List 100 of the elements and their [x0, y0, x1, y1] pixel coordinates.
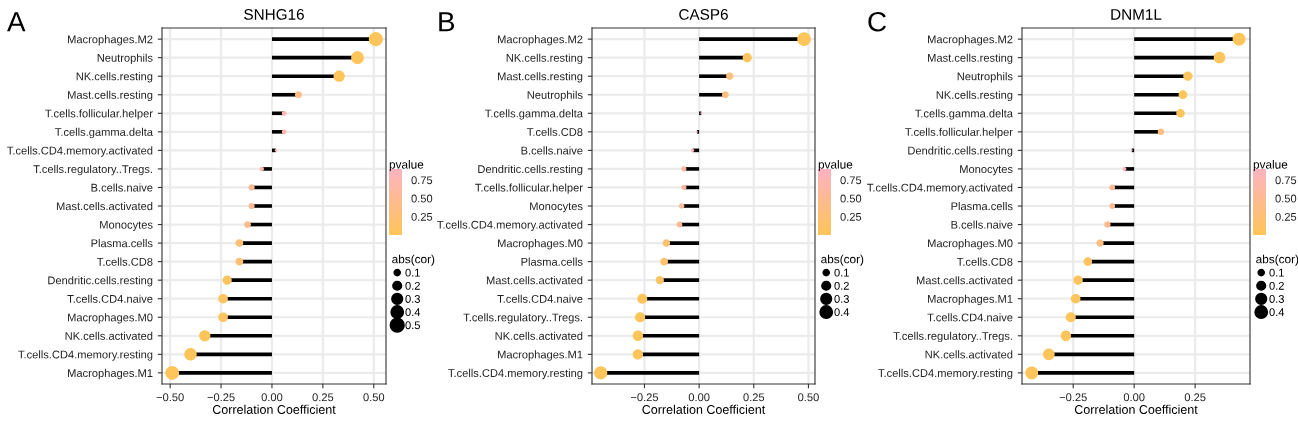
y-tick-label: T.cells.regulatory..Tregs. [33, 164, 152, 176]
legend-label: 0.3 [1269, 295, 1284, 303]
legend-label: 0.4 [1269, 308, 1285, 317]
y-tick-label: B.cells.naive [521, 146, 583, 155]
y-tick-label: T.cells.gamma.delta [915, 109, 1013, 120]
legend-label: 0.2 [405, 281, 420, 290]
point [1073, 275, 1083, 285]
point [235, 257, 244, 266]
y-tick-label: Mast.cells.activated [916, 276, 1013, 285]
point [1178, 90, 1188, 100]
y-tick-label: Dendritic.cells.resting [908, 146, 1013, 157]
point [1065, 312, 1076, 323]
legend-label: 0.4 [834, 308, 850, 317]
legend-title: abs(cor) [1256, 254, 1298, 266]
y-tick-label: Macrophages.M0 [498, 239, 583, 250]
y-tick-label: NK.cells.resting [76, 72, 153, 83]
y-tick-label: Macrophages.M0 [928, 239, 1013, 250]
y-tick-label: Monocytes [960, 165, 1013, 176]
y-tick-label: T.cells.CD8 [957, 257, 1013, 266]
legend-label: 0.1 [405, 268, 420, 277]
point [222, 275, 232, 285]
color-bar-label: 0.25 [411, 212, 433, 221]
y-tick-label: NK.cells.activated [925, 350, 1013, 359]
color-bar-label: 0.75 [1275, 176, 1297, 185]
y-tick-label: T.cells.follicular.helper [475, 183, 583, 194]
x-tick-label: 0.25 [743, 393, 765, 402]
x-tick-label: −0.25 [630, 393, 659, 402]
x-tick-label: −0.25 [207, 393, 235, 402]
y-tick-label: T.cells.CD8 [527, 127, 583, 136]
legend-label: 0.3 [405, 295, 420, 303]
y-tick-label: Macrophages.M2 [68, 35, 153, 46]
y-tick-label: T.cells.CD4.naive [497, 294, 583, 303]
y-tick-label: Neutrophils [527, 90, 583, 102]
y-tick-label: Mast.cells.activated [486, 276, 583, 285]
y-tick-label: T.cells.follicular.helper [45, 109, 153, 120]
y-tick-label: Neutrophils [957, 72, 1013, 83]
y-tick-label: Mast.cells.activated [56, 201, 153, 211]
x-tick-label: 0.00 [261, 393, 283, 402]
point [218, 293, 228, 304]
y-tick-label: T.cells.CD4.naive [67, 294, 153, 303]
color-bar-label: 0.75 [840, 176, 862, 185]
y-tick-label: Macrophages.M2 [498, 35, 583, 46]
point [1183, 71, 1193, 81]
legend-label: 0.3 [834, 295, 849, 303]
chart-title: CASP6 [679, 9, 728, 20]
y-tick-label: Macrophages.M2 [928, 35, 1013, 46]
legend-label: 0.1 [1269, 268, 1284, 277]
x-tick-label: 0.00 [1123, 393, 1145, 402]
y-tick-label: Macrophages.M0 [68, 313, 153, 324]
text: C [868, 11, 886, 32]
x-axis-title: Correlation Coefficient [212, 404, 336, 414]
y-tick-label: NK.cells.activated [65, 331, 153, 340]
chart-title: SNHG16 [244, 9, 304, 20]
point [1070, 293, 1081, 304]
y-tick-label: T.cells.CD4.memory.activated [437, 220, 583, 231]
color-bar-label: 0.75 [411, 176, 433, 185]
legend-title: abs(cor) [821, 254, 864, 266]
color-bar-title: pvalue [389, 160, 424, 171]
text: A [7, 12, 26, 32]
legend-label: 0.2 [834, 281, 849, 290]
x-tick-label: −0.25 [1059, 393, 1087, 402]
color-bar-title: pvalue [1253, 160, 1288, 171]
y-tick-label: T.cells.follicular.helper [905, 127, 1013, 139]
point [681, 184, 687, 191]
y-tick-label: Dendritic.cells.resting [478, 164, 583, 176]
x-axis-title: Correlation Coefficient [1074, 404, 1198, 414]
y-tick-label: Monocytes [100, 220, 153, 231]
y-tick-label: T.cells.CD4.memory.activated [867, 183, 1013, 194]
y-tick-label: T.cells.regulatory..Tregs. [463, 313, 582, 324]
point [655, 276, 664, 285]
point [1157, 128, 1165, 136]
text: B [439, 12, 455, 32]
color-bar-label: 0.50 [1275, 194, 1297, 203]
y-tick-label: T.cells.CD8 [97, 257, 153, 266]
y-tick-label: T.cells.gamma.delta [55, 127, 153, 139]
point [726, 72, 734, 80]
x-tick-label: 0.00 [688, 393, 710, 402]
point [218, 312, 228, 323]
y-tick-label: T.cells.CD4.memory.resting [878, 368, 1013, 380]
point [235, 239, 244, 248]
y-tick-label: T.cells.gamma.delta [485, 109, 583, 120]
y-tick-label: Macrophages.M1 [68, 368, 153, 380]
x-axis-title: Correlation Coefficient [642, 404, 766, 414]
y-tick-label: Neutrophils [97, 53, 153, 64]
y-tick-label: Monocytes [530, 202, 583, 213]
legend-label: 0.5 [405, 321, 420, 330]
y-tick-label: Dendritic.cells.resting [48, 276, 153, 287]
point [294, 91, 302, 99]
point [1060, 330, 1072, 341]
y-tick-label: Macrophages.M1 [928, 294, 1013, 306]
legend-label: 0.1 [834, 268, 849, 277]
y-tick-label: T.cells.CD4.memory.resting [18, 350, 153, 361]
chart-title: DNM1L [1111, 9, 1162, 20]
x-tick-label: 0.50 [798, 393, 819, 402]
x-tick-label: 0.50 [363, 393, 385, 402]
y-tick-label: T.cells.CD4.naive [927, 313, 1013, 322]
legend-title: abs(cor) [392, 254, 435, 266]
point [662, 239, 671, 247]
x-tick-label: −0.50 [156, 393, 184, 402]
y-tick-label: Mast.cells.resting [498, 72, 583, 83]
